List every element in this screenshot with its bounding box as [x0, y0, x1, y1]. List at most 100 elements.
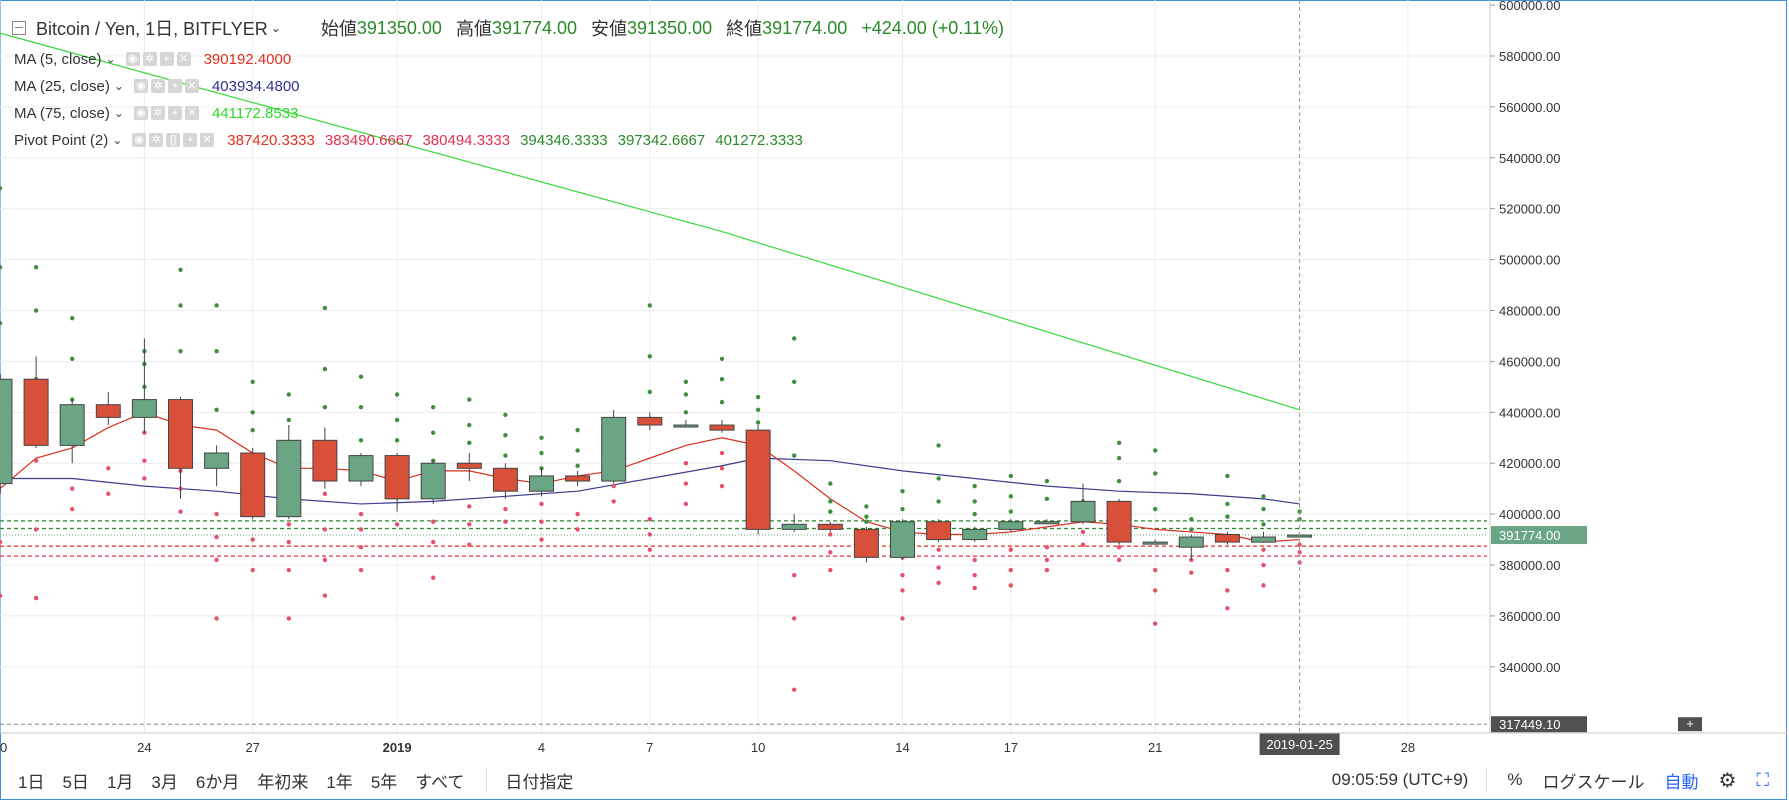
candle-body [817, 523, 843, 530]
bottom-toolbar: 1日 5日 1月 3月 6か月 年初来 1年 5年 すべて 日付指定 [0, 760, 1789, 800]
pivot-dot-support [431, 575, 436, 580]
pivot-dot-support [286, 522, 291, 527]
pivot-dot-resistance [828, 509, 833, 514]
symbol-title[interactable]: Bitcoin / Yen, 1日, BITFLYER [36, 19, 268, 39]
pivot-dot-support [1044, 557, 1050, 563]
chevron-down-icon[interactable]: ⌄ [270, 21, 281, 35]
close-icon[interactable]: ✕ [200, 133, 215, 147]
gear-icon[interactable]: ✲ [149, 133, 164, 147]
gear-icon[interactable]: ✲ [150, 106, 165, 120]
last-price-tag [1491, 526, 1587, 545]
timeframe-button[interactable]: 1年 [326, 772, 353, 792]
chevron-down-icon[interactable]: ⌄ [105, 52, 116, 66]
plus-icon[interactable]: + [159, 52, 174, 66]
eye-icon[interactable]: ◉ [132, 133, 147, 147]
timeframe-button[interactable]: 5年 [370, 772, 398, 792]
close-icon[interactable]: ✕ [176, 52, 191, 66]
pivot-dot-resistance [286, 417, 291, 423]
date-range-button[interactable]: 日付指定 [505, 772, 574, 792]
pivot-dot-support [394, 522, 400, 527]
indicator-row[interactable]: Pivot Point (2) ⌄ ◉ ✲{} + ✕ 387420.3333 383490.… [14, 129, 803, 151]
pivot-dot-support [503, 519, 508, 524]
gear-icon[interactable]: ✲ [150, 79, 165, 93]
candle-body [492, 467, 518, 492]
timeframe-button[interactable]: 1月 [106, 772, 134, 792]
pivot-dot-support [0, 539, 3, 545]
pivot-dot-resistance [972, 483, 977, 489]
candle-body [565, 475, 591, 482]
pivot-dot-resistance [1225, 501, 1230, 507]
time-tick-label: 7 [646, 740, 653, 755]
indicator-name[interactable]: MA (75, close) [14, 104, 110, 122]
pivot-dot-support [1080, 529, 1086, 535]
pivot-dot-resistance [1116, 440, 1122, 446]
indicator-name[interactable]: MA (25, close) [14, 77, 110, 95]
indicator-name[interactable]: Pivot Point (2) [14, 131, 109, 149]
gear-icon[interactable]: ✲ [142, 52, 157, 66]
low-label: 安値 [591, 19, 628, 39]
indicator-row[interactable]: MA (5, close) ⌄ ◉ ✲ + ✕ 390192.4000 [14, 48, 291, 70]
pivot-dot-resistance [358, 374, 364, 379]
pivot-dot-support [467, 504, 472, 509]
pivot-dot-resistance [647, 354, 652, 359]
timeframe-button[interactable]: 6か月 [195, 772, 240, 792]
eye-icon[interactable]: ◉ [133, 79, 148, 93]
log-scale-button[interactable]: ログスケール [1542, 772, 1645, 792]
collapse-icon[interactable] [12, 21, 26, 35]
pivot-dot-resistance [719, 399, 725, 405]
chevron-down-icon[interactable]: ⌄ [112, 133, 123, 147]
percent-scale-button[interactable]: % [1507, 770, 1523, 789]
pivot-dot-resistance [358, 405, 364, 410]
plus-icon[interactable]: + [167, 79, 182, 93]
pivot-dot-resistance [575, 448, 580, 453]
last-price-label: 391774.00 [1499, 528, 1560, 543]
chevron-down-icon[interactable]: ⌄ [113, 79, 124, 93]
eye-icon[interactable]: ◉ [133, 106, 148, 120]
pivot-dot-support [1008, 583, 1013, 588]
pivot-dot-support [214, 511, 219, 517]
eye-icon[interactable]: ◉ [125, 52, 140, 66]
close-icon[interactable]: ✕ [184, 79, 199, 93]
time-tick-label: 20 [0, 740, 7, 755]
pivot-dot-support [611, 499, 616, 504]
gear-icon[interactable]: ⚙ [1718, 769, 1737, 792]
chevron-down-icon[interactable]: ⌄ [113, 106, 124, 120]
timeframe-button[interactable]: 3月 [151, 772, 178, 792]
indicator-row[interactable]: MA (75, close) ⌄ ◉ ✲ + ✕ 441172.8533 [14, 102, 298, 124]
pivot-dot-resistance [33, 308, 39, 313]
fullscreen-icon[interactable]: ⛶ [1756, 769, 1769, 790]
pivot-dot-support [792, 687, 797, 692]
indicator-row[interactable]: MA (25, close) ⌄ ◉ ✲ + ✕ 403934.4800 [14, 75, 300, 97]
pivot-dot-support [1080, 542, 1086, 547]
pivot-dot-support [1116, 557, 1122, 563]
pivot-dot-support [178, 509, 183, 514]
pivot-dot-support [214, 616, 219, 621]
pivot-dot-support [358, 527, 364, 532]
close-icon[interactable]: ✕ [184, 106, 199, 120]
timeframe-button[interactable]: すべて [415, 772, 465, 792]
pivot-dot-support [322, 557, 328, 563]
pivot-dot-resistance [864, 514, 869, 519]
pivot-dot-support [322, 491, 328, 496]
pivot-dot-support [936, 547, 941, 552]
plus-icon[interactable]: + [183, 133, 198, 147]
timeframe-button[interactable]: 5日 [62, 772, 89, 792]
timeframe-button[interactable]: 1日 [18, 772, 45, 792]
bottom-right-controls: 09:05:59 (UTC+9) % ログスケール 自動 ⚙ ⛶ [1312, 760, 1769, 800]
pivot-dot-resistance [358, 438, 364, 443]
indicator-name[interactable]: MA (5, close) [14, 50, 102, 68]
pivot-dot-resistance [972, 499, 977, 504]
pivot-dot-support [1008, 547, 1013, 552]
braces-icon[interactable]: {} [166, 133, 181, 147]
pivot-dot-support [1261, 562, 1266, 568]
pivot-dot-resistance [936, 499, 941, 504]
plus-icon[interactable]: + [167, 106, 182, 120]
pivot-dot-resistance [647, 389, 652, 395]
price-tick-label: 600000.00 [1499, 0, 1560, 13]
time-tick-label: 14 [895, 740, 909, 755]
symbol-header: Bitcoin / Yen, 1日, BITFLYER ⌄ 始値 391350.… [12, 16, 1018, 40]
timeframe-button[interactable]: 年初来 [257, 772, 309, 792]
pivot-dot-support [972, 573, 977, 578]
auto-scale-button[interactable]: 自動 [1664, 772, 1699, 792]
